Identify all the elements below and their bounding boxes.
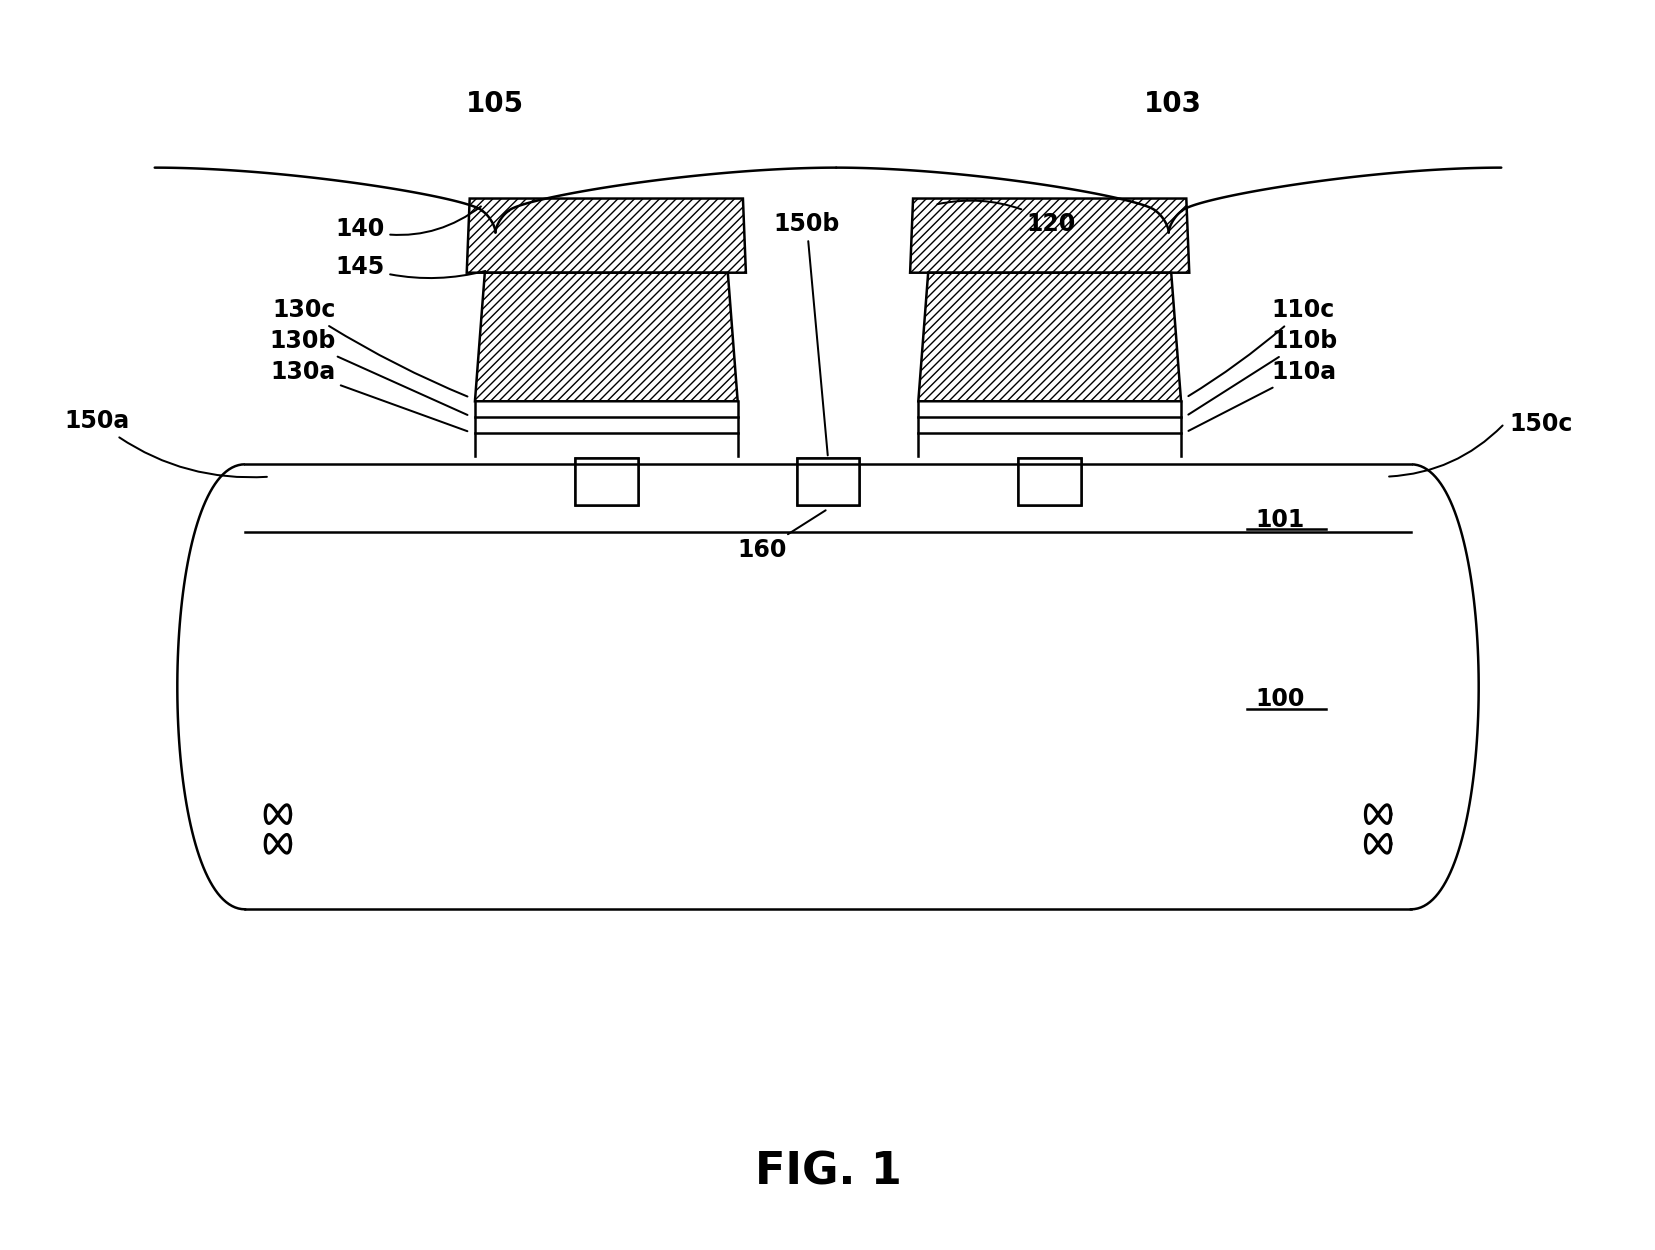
Text: 110c: 110c xyxy=(1188,298,1334,396)
Text: 100: 100 xyxy=(1254,688,1304,711)
Bar xyxy=(574,458,637,505)
Text: 140: 140 xyxy=(336,206,480,241)
Text: 130c: 130c xyxy=(271,298,467,396)
Text: 160: 160 xyxy=(736,510,826,562)
Text: FIG. 1: FIG. 1 xyxy=(755,1150,900,1194)
Bar xyxy=(796,458,859,505)
Text: 101: 101 xyxy=(1254,508,1304,532)
Text: 130b: 130b xyxy=(268,329,467,415)
Bar xyxy=(1018,458,1081,505)
Bar xyxy=(796,458,859,505)
Text: 130a: 130a xyxy=(270,360,467,431)
Text: 110a: 110a xyxy=(1188,360,1336,431)
Bar xyxy=(1018,458,1081,505)
Text: 103: 103 xyxy=(1144,90,1202,119)
Text: 120: 120 xyxy=(937,200,1076,235)
Text: 150c: 150c xyxy=(1509,411,1572,435)
Text: 150a: 150a xyxy=(65,409,266,478)
Bar xyxy=(574,458,637,505)
Text: 105: 105 xyxy=(465,90,523,119)
Text: 110b: 110b xyxy=(1188,329,1337,415)
Text: 150b: 150b xyxy=(773,211,839,455)
Text: 145: 145 xyxy=(336,255,485,279)
